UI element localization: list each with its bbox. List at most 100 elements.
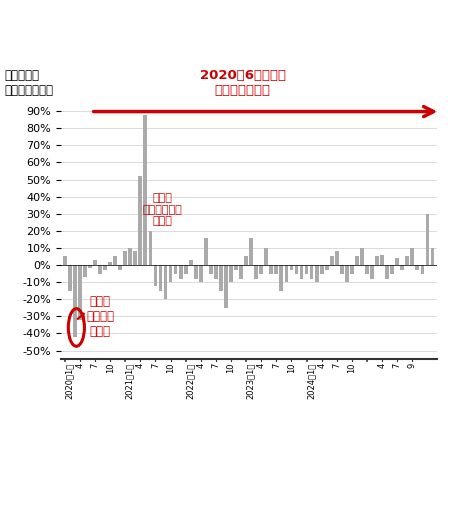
- Bar: [113, 256, 117, 265]
- Bar: [148, 231, 152, 265]
- Bar: [128, 248, 132, 265]
- Bar: [264, 248, 268, 265]
- Bar: [274, 265, 278, 273]
- Bar: [239, 265, 243, 279]
- Bar: [340, 265, 344, 273]
- Bar: [224, 265, 228, 308]
- Bar: [133, 251, 137, 265]
- Bar: [300, 265, 303, 279]
- Bar: [395, 258, 399, 265]
- Bar: [320, 265, 324, 273]
- Bar: [229, 265, 233, 282]
- Bar: [139, 176, 142, 265]
- Bar: [310, 265, 314, 279]
- Bar: [330, 256, 333, 265]
- Bar: [164, 265, 167, 299]
- Text: 2023年1月: 2023年1月: [246, 363, 255, 399]
- Text: コロナ
第一波は
大幅減: コロナ 第一波は 大幅減: [86, 295, 114, 338]
- Bar: [426, 214, 429, 265]
- Bar: [209, 265, 213, 273]
- Bar: [380, 255, 384, 265]
- Text: 10: 10: [347, 363, 356, 373]
- Text: 7: 7: [393, 363, 402, 368]
- Text: 4: 4: [256, 363, 266, 368]
- Bar: [305, 265, 308, 273]
- Bar: [98, 265, 102, 273]
- Bar: [350, 265, 354, 273]
- Bar: [325, 265, 328, 270]
- Bar: [410, 248, 414, 265]
- Bar: [335, 251, 339, 265]
- Bar: [189, 260, 193, 265]
- Text: 7: 7: [332, 363, 341, 368]
- Bar: [385, 265, 389, 279]
- Bar: [370, 265, 374, 279]
- Bar: [270, 265, 273, 273]
- Bar: [259, 265, 263, 273]
- Bar: [284, 265, 288, 282]
- Bar: [174, 265, 177, 273]
- Text: 4: 4: [136, 363, 145, 368]
- Bar: [360, 248, 364, 265]
- Bar: [179, 265, 183, 279]
- Text: 10: 10: [226, 363, 235, 373]
- Text: 4: 4: [317, 363, 326, 368]
- Bar: [431, 248, 434, 265]
- Bar: [194, 265, 198, 279]
- Bar: [118, 265, 122, 270]
- Bar: [390, 265, 394, 273]
- Text: 2020年1月: 2020年1月: [65, 363, 74, 399]
- Bar: [68, 265, 72, 291]
- Bar: [78, 265, 82, 320]
- Bar: [279, 265, 283, 291]
- Bar: [123, 251, 127, 265]
- Text: 2024年1月: 2024年1月: [306, 363, 315, 399]
- Bar: [184, 265, 188, 273]
- Bar: [254, 265, 258, 279]
- Bar: [199, 265, 202, 282]
- Bar: [375, 256, 379, 265]
- Text: 4: 4: [378, 363, 387, 368]
- Bar: [214, 265, 218, 279]
- Bar: [345, 265, 349, 282]
- Bar: [355, 256, 359, 265]
- Text: 7: 7: [151, 363, 160, 368]
- Bar: [244, 256, 248, 265]
- Bar: [169, 265, 172, 282]
- Bar: [73, 265, 77, 337]
- Bar: [108, 262, 112, 265]
- Bar: [219, 265, 223, 291]
- Bar: [249, 238, 253, 265]
- Text: 4: 4: [196, 363, 205, 368]
- Bar: [420, 265, 424, 273]
- Bar: [103, 265, 107, 270]
- Bar: [83, 265, 87, 277]
- Text: 2020年6月以降は
例年並みに回復: 2020年6月以降は 例年並みに回復: [200, 69, 286, 97]
- Text: 10: 10: [106, 363, 115, 373]
- Text: 7: 7: [90, 363, 99, 368]
- Bar: [400, 265, 404, 270]
- Bar: [63, 256, 67, 265]
- Bar: [153, 265, 158, 286]
- Bar: [158, 265, 162, 291]
- Bar: [405, 256, 409, 265]
- Bar: [295, 265, 298, 273]
- Text: 2021年1月: 2021年1月: [125, 363, 134, 399]
- Bar: [144, 114, 147, 265]
- Bar: [289, 265, 293, 270]
- Text: 2022年1月: 2022年1月: [186, 363, 195, 399]
- Text: 4: 4: [76, 363, 85, 368]
- Text: 10: 10: [287, 363, 296, 373]
- Bar: [204, 238, 208, 265]
- Text: 7: 7: [212, 363, 220, 368]
- Bar: [315, 265, 319, 282]
- Text: 成約戸数の
前年同月比増減: 成約戸数の 前年同月比増減: [4, 69, 54, 97]
- Bar: [88, 265, 92, 268]
- Bar: [93, 260, 97, 265]
- Bar: [365, 265, 369, 273]
- Text: 第一波
（前年同月）
の反動: 第一波 （前年同月） の反動: [143, 193, 183, 226]
- Text: 10: 10: [166, 363, 175, 373]
- Text: 9: 9: [408, 363, 417, 368]
- Bar: [234, 265, 238, 270]
- Text: 7: 7: [272, 363, 281, 368]
